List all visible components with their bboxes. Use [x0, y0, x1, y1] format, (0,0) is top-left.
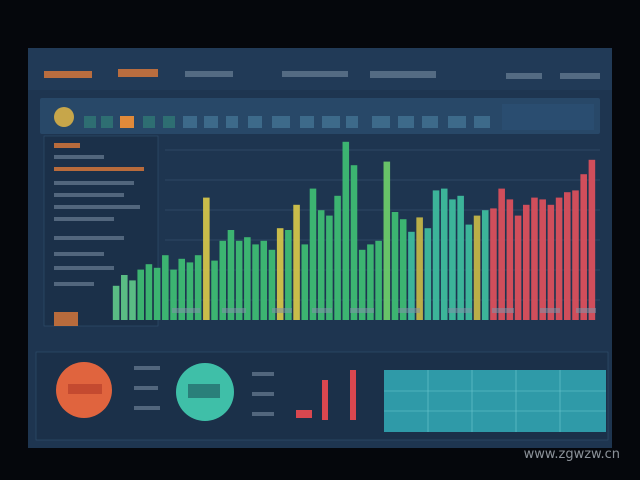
x-scribbles [172, 308, 596, 313]
bar [301, 244, 309, 320]
bar [498, 188, 505, 320]
bar [129, 280, 136, 320]
bar [112, 285, 120, 320]
bottom-scribbles [134, 366, 274, 416]
bar [531, 197, 538, 320]
bar [219, 240, 227, 320]
bar [309, 188, 317, 320]
bar [350, 165, 358, 320]
bar-chart [112, 141, 596, 320]
bar [432, 190, 440, 320]
bar [317, 210, 325, 320]
icon[interactable] [204, 116, 218, 128]
bar [408, 231, 415, 320]
bar [162, 255, 169, 320]
icon[interactable] [120, 116, 134, 128]
gauge-label [188, 384, 220, 398]
icon[interactable] [322, 116, 340, 128]
bar [572, 190, 579, 320]
bar [342, 141, 350, 320]
bar [490, 208, 497, 320]
icon[interactable] [346, 116, 358, 128]
gauge-label [68, 384, 102, 394]
bar [334, 195, 341, 320]
bar [170, 269, 177, 320]
bar [145, 264, 153, 320]
bar [121, 275, 128, 320]
bar [227, 230, 235, 320]
bar [555, 197, 563, 320]
info-box [502, 104, 594, 130]
icon[interactable] [372, 116, 390, 128]
bar [285, 230, 292, 320]
bar [383, 161, 391, 320]
mini-bar [322, 380, 328, 420]
bar [178, 258, 186, 320]
bar [457, 195, 464, 320]
bar [580, 174, 587, 320]
icon[interactable] [143, 116, 155, 128]
icon[interactable] [272, 116, 290, 128]
bar [514, 215, 522, 320]
icon[interactable] [248, 116, 262, 128]
bar [252, 244, 259, 320]
watermark: www.zgwzw.cn [524, 447, 620, 462]
bar [194, 255, 202, 320]
header-scribbles [44, 69, 600, 79]
bar [440, 188, 448, 320]
bar [153, 267, 161, 320]
mini-bar [350, 370, 356, 420]
bar [547, 204, 555, 320]
bar [564, 192, 571, 320]
bar [449, 199, 456, 320]
bar [588, 159, 596, 320]
bar [399, 219, 407, 320]
data-table [384, 370, 606, 432]
bar [539, 199, 546, 320]
bar [203, 197, 210, 320]
bar [293, 204, 300, 320]
bar [186, 262, 194, 320]
bar [522, 204, 530, 320]
bar [244, 237, 251, 320]
bar [481, 210, 489, 320]
toolbar-icons[interactable] [54, 104, 594, 130]
bar [358, 249, 366, 320]
bar [391, 212, 399, 320]
mini-bar [296, 410, 312, 418]
icon[interactable] [84, 116, 96, 128]
bar [465, 224, 473, 320]
icon[interactable] [163, 116, 175, 128]
bar [473, 215, 481, 320]
bar [268, 249, 276, 320]
bar [367, 244, 374, 320]
bar [506, 199, 514, 320]
icon[interactable] [183, 116, 197, 128]
icon[interactable] [474, 116, 490, 128]
bar [375, 240, 382, 320]
bar [260, 240, 268, 320]
bar [137, 269, 144, 320]
top-bar [28, 48, 612, 90]
icon[interactable] [101, 116, 113, 128]
icon[interactable] [398, 116, 414, 128]
icon[interactable] [422, 116, 438, 128]
logo [54, 107, 74, 127]
icon[interactable] [448, 116, 466, 128]
bar [424, 228, 432, 320]
icon[interactable] [300, 116, 314, 128]
bar [416, 217, 423, 320]
icon[interactable] [226, 116, 238, 128]
bar [211, 260, 218, 320]
bar [235, 240, 243, 320]
bar [276, 228, 284, 320]
bar [326, 215, 333, 320]
